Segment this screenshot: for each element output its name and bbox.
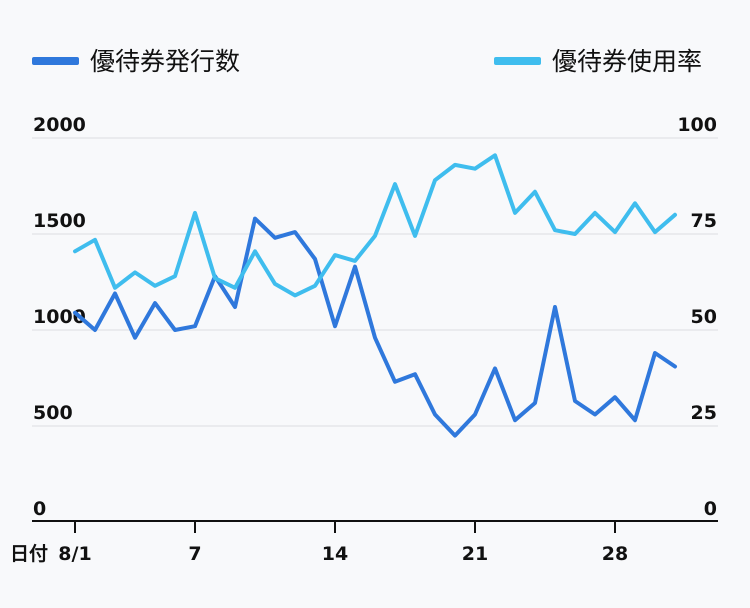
gridlines [32,137,718,427]
series-line-issued [73,216,677,438]
series-line-usage-rate [73,153,677,298]
x-tick-label: 21 [462,543,488,565]
legend: 優待券発行数 優待券使用率 [32,47,702,76]
x-tick-label: 8/1 [58,543,91,565]
right-tick-label: 0 [704,498,717,520]
x-tick-label: 14 [322,543,348,565]
left-tick-label: 1000 [33,306,86,328]
x-tick-label: 7 [188,543,201,565]
left-tick-label: 2000 [33,114,86,136]
left-tick-label: 1500 [33,210,86,232]
legend-label-issued: 優待券発行数 [90,47,240,76]
series-lines [73,153,677,438]
left-tick-label: 0 [33,498,46,520]
x-axis-ticks: 8/1 7 14 21 28 [58,521,628,565]
right-tick-label: 100 [677,114,717,136]
left-tick-label: 500 [33,402,73,424]
right-tick-label: 75 [691,210,717,232]
right-tick-label: 50 [691,306,717,328]
legend-label-usage-rate: 優待券使用率 [552,47,702,76]
right-tick-label: 25 [691,402,717,424]
left-axis-ticks: 0 500 1000 1500 2000 [33,114,86,520]
x-tick-label: 28 [602,543,628,565]
legend-swatch-usage-rate [494,57,541,65]
x-axis-label: 日付 [10,542,48,565]
right-axis-ticks: 0 25 50 75 100 [677,114,717,520]
legend-swatch-issued [32,57,79,65]
